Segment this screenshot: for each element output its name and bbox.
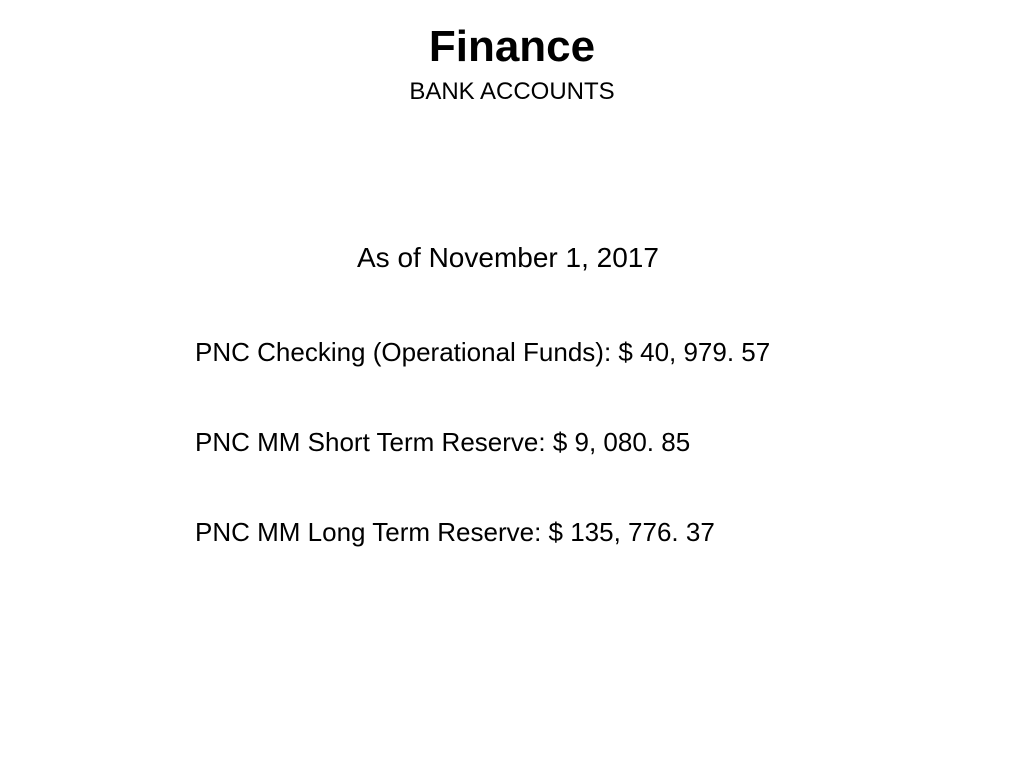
account-amount: $ 40, 979. 57 <box>618 337 770 367</box>
account-label: PNC Checking (Operational Funds): <box>195 337 611 367</box>
page-title: Finance <box>0 22 1024 72</box>
account-amount: $ 135, 776. 37 <box>549 517 715 547</box>
page-subtitle: BANK ACCOUNTS <box>0 78 1024 106</box>
account-amount: $ 9, 080. 85 <box>553 427 690 457</box>
account-row-short-term: PNC MM Short Term Reserve: $ 9, 080. 85 <box>195 427 690 458</box>
account-label: PNC MM Long Term Reserve: <box>195 517 541 547</box>
account-label: PNC MM Short Term Reserve: <box>195 427 546 457</box>
account-row-checking: PNC Checking (Operational Funds): $ 40, … <box>195 337 770 368</box>
account-row-long-term: PNC MM Long Term Reserve: $ 135, 776. 37 <box>195 517 715 548</box>
as-of-date: As of November 1, 2017 <box>357 242 659 274</box>
